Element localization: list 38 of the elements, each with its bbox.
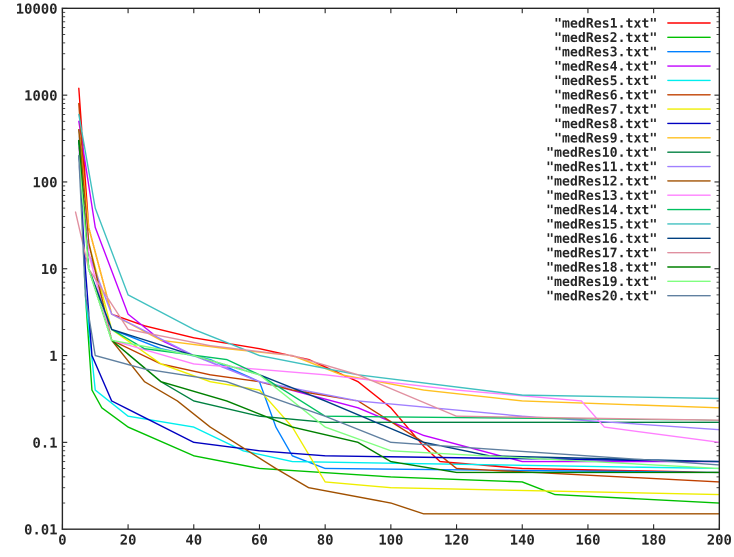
x-tick-label: 20 (120, 534, 136, 545)
x-tick-label: 200 (708, 534, 732, 545)
legend-label: "medRes4.txt" (556, 60, 656, 71)
x-tick-label: 120 (445, 534, 468, 545)
legend-label: "medRes9.txt" (556, 132, 656, 143)
x-tick-label: 60 (252, 534, 267, 545)
y-tick-label: 1000 (25, 90, 57, 101)
legend-label: "medRes15.txt" (548, 218, 656, 229)
legend-label: "medRes5.txt" (556, 75, 656, 86)
legend-label: "medRes18.txt" (548, 262, 656, 272)
legend-label: "medRes8.txt" (556, 118, 656, 128)
legend-label: "medRes1.txt" (556, 18, 656, 28)
y-tick-label: 10000 (16, 3, 57, 14)
x-tick-label: 100 (380, 534, 403, 545)
y-tick-label: 1 (50, 350, 57, 361)
legend-label: "medRes16.txt" (548, 232, 656, 244)
x-tick-label: 160 (576, 534, 600, 545)
x-tick-label: 40 (186, 534, 202, 545)
y-tick-label: 0.01 (24, 524, 57, 535)
legend-label: "medRes2.txt" (556, 32, 656, 42)
legend-label: "medRes11.txt" (548, 161, 656, 172)
legend-label: "medRes19.txt" (548, 276, 656, 286)
y-tick-label: 100 (34, 176, 57, 188)
x-tick-label: 0 (59, 534, 66, 545)
y-tick-label: 10 (42, 264, 57, 274)
legend-label: "medRes20.txt" (548, 290, 656, 301)
y-tick-label: 0.1 (33, 437, 57, 448)
legend-label: "medRes7.txt" (556, 104, 656, 114)
x-tick-label: 180 (642, 534, 666, 545)
x-tick-label: 140 (510, 534, 534, 545)
legend-label: "medRes14.txt" (548, 204, 656, 214)
legend-label: "medRes3.txt" (556, 46, 656, 57)
x-tick-label: 80 (318, 534, 333, 545)
legend-label: "medRes13.txt" (548, 190, 656, 200)
legend-label: "medRes12.txt" (548, 175, 656, 186)
legend-label: "medRes10.txt" (548, 146, 656, 157)
legend-label: "medRes6.txt" (556, 89, 656, 100)
legend-label: "medRes17.txt" (548, 247, 656, 258)
